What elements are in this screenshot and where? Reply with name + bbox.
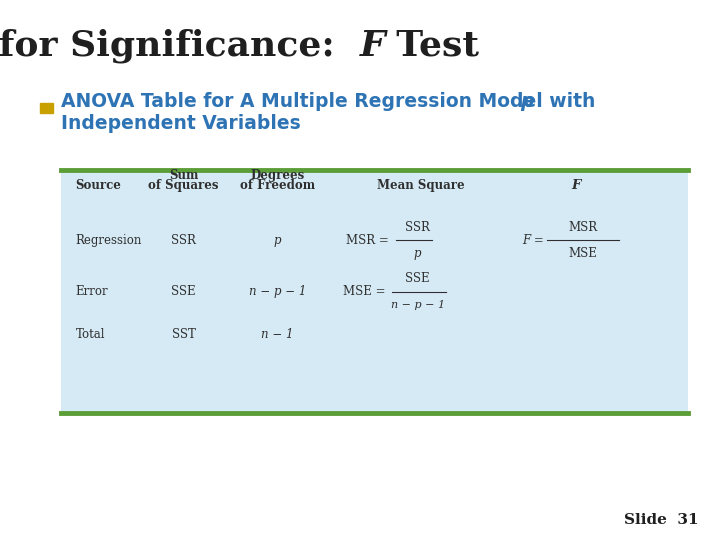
Text: Regression: Regression: [76, 234, 142, 247]
Text: Slide  31: Slide 31: [624, 512, 698, 526]
FancyBboxPatch shape: [61, 170, 688, 413]
Text: F =: F =: [522, 234, 544, 247]
Text: Sum: Sum: [169, 169, 198, 182]
Text: Error: Error: [76, 285, 108, 298]
Text: MSE =: MSE =: [343, 285, 385, 298]
Text: of Freedom: of Freedom: [240, 179, 315, 192]
Text: F: F: [571, 179, 581, 192]
Text: p: p: [274, 234, 281, 247]
Text: Independent Variables: Independent Variables: [61, 113, 301, 133]
Bar: [40, 103, 53, 113]
Text: Test: Test: [371, 29, 479, 63]
Text: n − 1: n − 1: [261, 328, 294, 341]
Text: Degrees: Degrees: [250, 169, 305, 182]
Text: p: p: [414, 247, 421, 260]
Text: SSE: SSE: [405, 272, 430, 285]
Text: F: F: [360, 29, 386, 63]
Text: MSR: MSR: [569, 221, 598, 234]
Text: n − p − 1: n − p − 1: [248, 285, 306, 298]
Text: Source: Source: [76, 179, 122, 192]
Text: Total: Total: [76, 328, 105, 341]
Text: p: p: [521, 92, 534, 111]
Text: Testing for Significance:: Testing for Significance:: [0, 29, 360, 63]
Text: MSE: MSE: [569, 247, 598, 260]
Text: of Squares: of Squares: [148, 179, 219, 192]
Text: ANOVA Table for A Multiple Regression Model with: ANOVA Table for A Multiple Regression Mo…: [61, 92, 602, 111]
Text: MSR =: MSR =: [346, 234, 389, 247]
Text: n − p − 1: n − p − 1: [390, 300, 445, 309]
Text: SSE: SSE: [171, 285, 196, 298]
Text: SST: SST: [171, 328, 196, 341]
Text: SSR: SSR: [171, 234, 196, 247]
Text: SSR: SSR: [405, 221, 430, 234]
Text: Mean Square: Mean Square: [377, 179, 465, 192]
